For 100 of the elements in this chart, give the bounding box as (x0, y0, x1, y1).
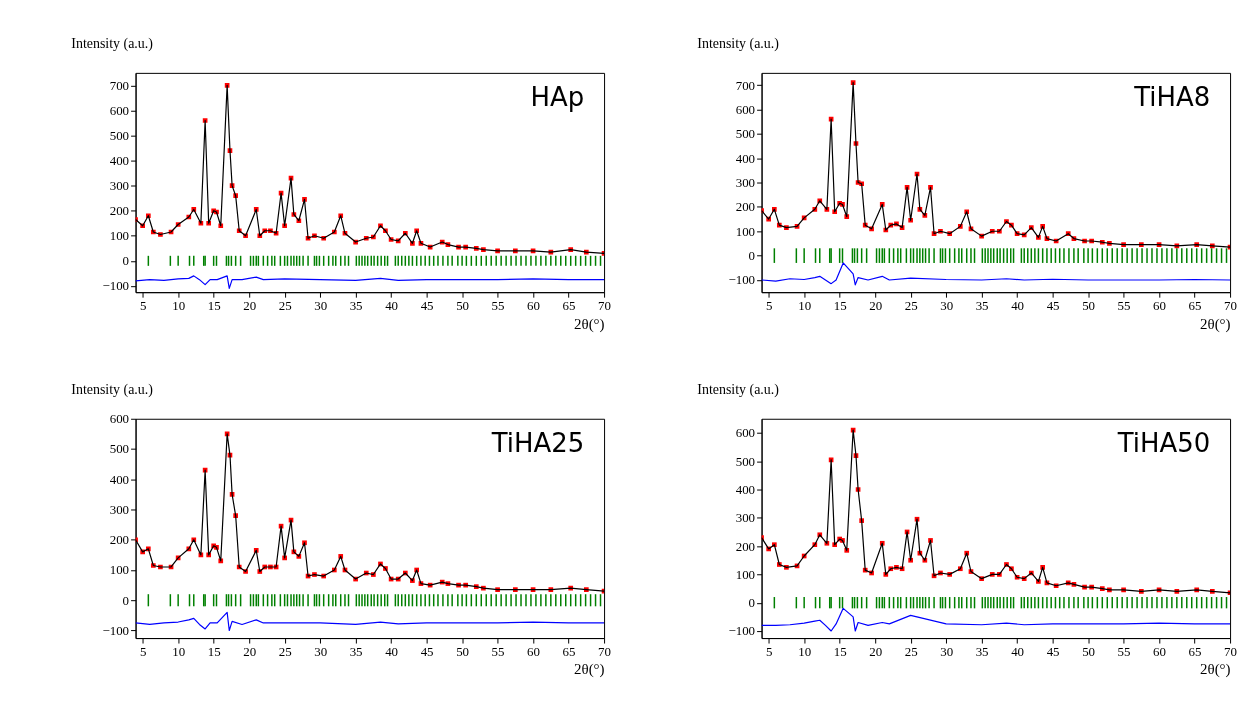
x-tick-label: 10 (798, 297, 812, 313)
y-tick-label: 200 (735, 538, 756, 554)
y-tick-label: 600 (109, 102, 130, 118)
y-axis-title: Intensity (a.u.) (71, 382, 154, 399)
x-tick-label: 30 (314, 297, 328, 313)
x-tick-label: 55 (1117, 643, 1131, 659)
x-tick-label: 35 (349, 297, 363, 313)
y-tick-label: −100 (102, 278, 130, 294)
y-tick-label: 0 (122, 253, 130, 269)
y-tick-label: 600 (735, 425, 756, 441)
x-tick-label: 10 (798, 643, 812, 659)
x-tick-label: 15 (833, 643, 847, 659)
y-axis-title: Intensity (a.u.) (697, 36, 780, 53)
x-tick-label: 65 (562, 643, 576, 659)
y-tick-label: −100 (728, 623, 756, 639)
x-tick-label: 15 (207, 643, 221, 659)
x-tick-label: 55 (491, 643, 505, 659)
y-tick-label: 100 (735, 223, 756, 239)
y-tick-label: 100 (109, 228, 130, 244)
x-tick-label: 45 (1046, 297, 1060, 313)
y-tick-label: 0 (122, 592, 130, 608)
x-tick-label: 5 (765, 643, 773, 659)
y-tick-label: 100 (109, 562, 130, 578)
x-tick-label: 55 (491, 297, 505, 313)
x-tick-label: 35 (349, 643, 363, 659)
y-tick-label: −100 (102, 622, 130, 638)
y-tick-label: 0 (748, 248, 756, 264)
y-tick-label: 500 (109, 128, 130, 144)
y-tick-label: 200 (735, 199, 756, 215)
y-tick-label: 500 (735, 126, 756, 142)
x-tick-label: 60 (527, 643, 541, 659)
y-tick-label: 300 (109, 178, 130, 194)
x-tick-label: 50 (456, 297, 470, 313)
y-tick-label: 100 (735, 566, 756, 582)
y-tick-label: 700 (109, 77, 130, 93)
y-axis-title: Intensity (a.u.) (71, 36, 154, 53)
chart-title: TiHA8 (1133, 81, 1211, 112)
x-tick-label: 60 (1153, 643, 1167, 659)
x-tick-label: 15 (833, 297, 847, 313)
chart-title: TiHA50 (1116, 427, 1211, 458)
x-tick-label: 60 (527, 297, 541, 313)
x-tick-label: 45 (420, 297, 434, 313)
y-tick-label: 400 (735, 481, 756, 497)
x-axis-title: 2θ(°) (1200, 315, 1231, 333)
x-tick-label: 65 (1188, 643, 1202, 659)
x-tick-label: 65 (562, 297, 576, 313)
x-tick-label: 70 (1224, 297, 1238, 313)
x-tick-label: 25 (904, 297, 918, 313)
x-axis-title: 2θ(°) (1200, 661, 1231, 679)
y-axis-title: Intensity (a.u.) (697, 382, 780, 399)
x-tick-label: 40 (385, 643, 399, 659)
x-tick-label: 40 (1011, 297, 1025, 313)
y-tick-label: 600 (735, 101, 756, 117)
y-tick-label: 400 (109, 153, 130, 169)
x-tick-label: 45 (1046, 643, 1060, 659)
y-tick-label: 300 (109, 501, 130, 517)
y-tick-label: 400 (109, 471, 130, 487)
x-tick-label: 70 (598, 297, 612, 313)
x-tick-label: 10 (172, 643, 186, 659)
y-tick-label: 500 (109, 441, 130, 457)
x-tick-label: 50 (456, 643, 470, 659)
x-tick-label: 25 (278, 297, 292, 313)
x-tick-label: 20 (243, 643, 257, 659)
x-tick-label: 50 (1082, 297, 1096, 313)
x-tick-label: 50 (1082, 643, 1096, 659)
x-tick-label: 35 (975, 643, 989, 659)
x-tick-label: 5 (139, 297, 147, 313)
x-axis-title: 2θ(°) (574, 661, 605, 679)
x-tick-label: 20 (869, 643, 883, 659)
x-tick-label: 35 (975, 297, 989, 313)
y-tick-label: 700 (735, 77, 756, 93)
y-tick-label: 300 (735, 175, 756, 190)
x-tick-label: 10 (172, 297, 186, 313)
chart-title: TiHA25 (490, 427, 585, 458)
x-tick-label: 40 (1011, 643, 1025, 659)
x-tick-label: 30 (314, 643, 328, 659)
x-tick-label: 70 (1224, 643, 1238, 659)
x-tick-label: 55 (1117, 297, 1131, 313)
y-tick-label: −100 (728, 272, 756, 288)
x-tick-label: 25 (278, 643, 292, 659)
x-tick-label: 5 (139, 643, 147, 659)
x-tick-label: 70 (598, 643, 612, 659)
x-tick-label: 30 (940, 297, 954, 313)
x-tick-label: 60 (1153, 297, 1167, 313)
x-tick-label: 30 (940, 643, 954, 659)
x-tick-label: 40 (385, 297, 399, 313)
x-tick-label: 20 (243, 297, 257, 313)
x-axis-title: 2θ(°) (574, 315, 605, 333)
y-tick-label: 500 (735, 453, 756, 469)
x-tick-label: 15 (207, 297, 221, 313)
y-tick-label: 600 (109, 411, 130, 427)
y-tick-label: 200 (109, 203, 130, 219)
x-tick-label: 20 (869, 297, 883, 313)
y-tick-label: 300 (735, 510, 756, 526)
y-tick-label: 0 (748, 595, 756, 611)
y-tick-label: 200 (109, 532, 130, 548)
x-tick-label: 65 (1188, 297, 1202, 313)
y-tick-label: 400 (735, 150, 756, 166)
x-tick-label: 5 (765, 297, 773, 313)
x-tick-label: 25 (904, 643, 918, 659)
